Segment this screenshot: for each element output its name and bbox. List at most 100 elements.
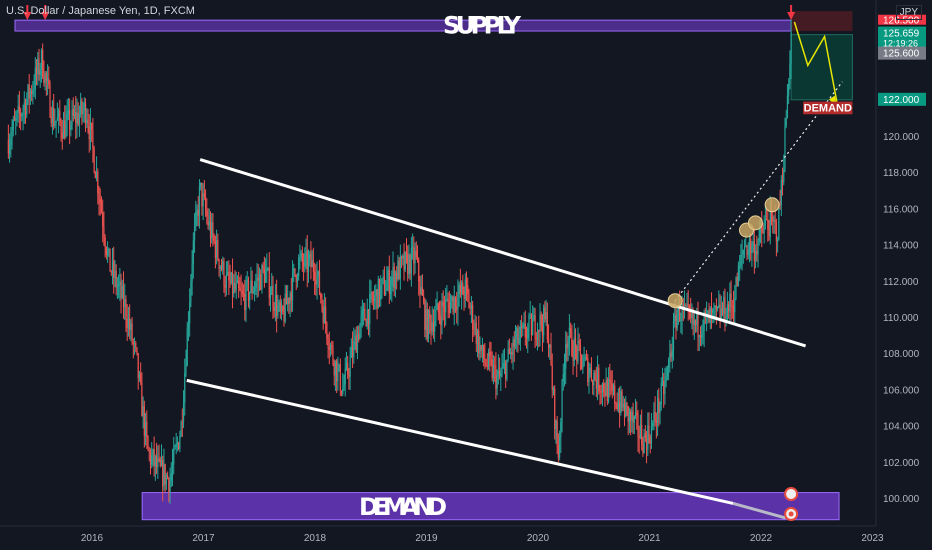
- candle-body: [648, 425, 650, 439]
- level-target-badge: [878, 92, 926, 106]
- candle-body: [69, 110, 71, 130]
- candle-body: [519, 326, 521, 338]
- touch-marker[interactable]: [764, 197, 780, 213]
- candle-body: [230, 272, 232, 284]
- candle-body: [18, 105, 20, 114]
- candle-body: [672, 320, 675, 351]
- candle-body: [681, 303, 683, 321]
- candle-body: [420, 287, 422, 294]
- touch-marker[interactable]: [667, 293, 683, 309]
- candle-body: [467, 284, 469, 294]
- candle-body: [108, 248, 110, 251]
- candle-body: [288, 298, 290, 304]
- currency-tag[interactable]: JPY: [895, 5, 922, 20]
- channel-lower-line-faded[interactable]: [732, 501, 786, 520]
- candle-body: [388, 270, 390, 294]
- candle-body: [731, 306, 733, 308]
- candle-body: [609, 379, 611, 382]
- demand-box[interactable]: [803, 101, 853, 115]
- candle-body: [60, 121, 62, 133]
- candle-body: [223, 261, 225, 286]
- flag-icon[interactable]: [784, 487, 799, 501]
- candle-body: [159, 459, 161, 466]
- candle-body: [62, 120, 65, 139]
- y-tick-label: 114.000: [883, 241, 919, 252]
- candle-body: [360, 315, 362, 325]
- candle-body: [465, 279, 468, 285]
- candle-body: [231, 272, 234, 294]
- candle-body: [774, 219, 776, 223]
- projection-dotted-line[interactable]: [674, 81, 843, 302]
- candle-body: [238, 280, 240, 288]
- candle-body: [12, 119, 14, 131]
- candle-body: [241, 291, 243, 294]
- candle-body: [773, 219, 775, 222]
- y-tick-label: 110.000: [883, 313, 919, 324]
- candle-body: [124, 299, 126, 308]
- candle-body: [207, 216, 209, 226]
- candle-body: [165, 475, 167, 485]
- candle-body: [127, 318, 130, 328]
- candle-body: [174, 447, 176, 449]
- candle-body: [547, 339, 550, 348]
- channel-lower-line[interactable]: [186, 378, 734, 505]
- candle-body: [235, 283, 237, 290]
- candle-body: [577, 340, 579, 362]
- candle-body: [668, 359, 670, 369]
- candle-body: [64, 120, 66, 138]
- candle-body: [691, 312, 693, 318]
- candle-body: [522, 324, 524, 329]
- candle-body: [23, 103, 25, 110]
- candle-body: [410, 247, 412, 274]
- candle-body: [724, 297, 726, 322]
- candle-body: [113, 260, 115, 279]
- candle-body: [229, 280, 231, 284]
- candle-body: [263, 268, 265, 283]
- candle-body: [568, 327, 570, 342]
- candle-body: [97, 171, 99, 194]
- candle-body: [268, 268, 270, 299]
- candle-body: [370, 292, 372, 294]
- demand-zone[interactable]: [141, 492, 840, 521]
- candle-body: [761, 226, 763, 233]
- candle-body: [552, 388, 555, 391]
- candle-body: [766, 219, 768, 221]
- candle-body: [380, 285, 382, 300]
- candle-body: [704, 311, 706, 316]
- candle-body: [371, 292, 373, 300]
- candle-body: [538, 329, 540, 332]
- candle-body: [701, 334, 703, 338]
- candle-body: [670, 352, 672, 357]
- candle-body: [642, 444, 644, 453]
- candle-body: [131, 323, 133, 343]
- candle-body: [756, 250, 758, 255]
- target-box[interactable]: [790, 34, 853, 101]
- candle-body: [87, 119, 89, 127]
- candle-body: [664, 381, 666, 395]
- candle-body: [654, 411, 656, 421]
- candle-body: [110, 271, 112, 273]
- candle-body: [694, 320, 697, 326]
- candle-body: [634, 412, 637, 417]
- current-price-badge[interactable]: [878, 26, 926, 49]
- candle-body: [103, 226, 105, 238]
- candle-body: [176, 442, 179, 444]
- candle-body: [545, 312, 547, 320]
- candle-body: [260, 273, 262, 290]
- candle-body: [402, 255, 404, 259]
- x-tick-label: 2017: [192, 533, 215, 544]
- candle-body: [187, 323, 190, 329]
- candle-body: [563, 368, 566, 374]
- candle-body: [40, 50, 43, 70]
- candle-body: [779, 204, 781, 206]
- candle-body: [622, 404, 624, 408]
- touch-marker[interactable]: [747, 215, 763, 231]
- channel-upper-line[interactable]: [199, 158, 807, 348]
- candle-body: [777, 240, 779, 242]
- candle-body: [15, 118, 17, 121]
- forecast-path[interactable]: [793, 21, 838, 102]
- candle-body: [549, 344, 551, 348]
- supply-zone[interactable]: [14, 19, 792, 32]
